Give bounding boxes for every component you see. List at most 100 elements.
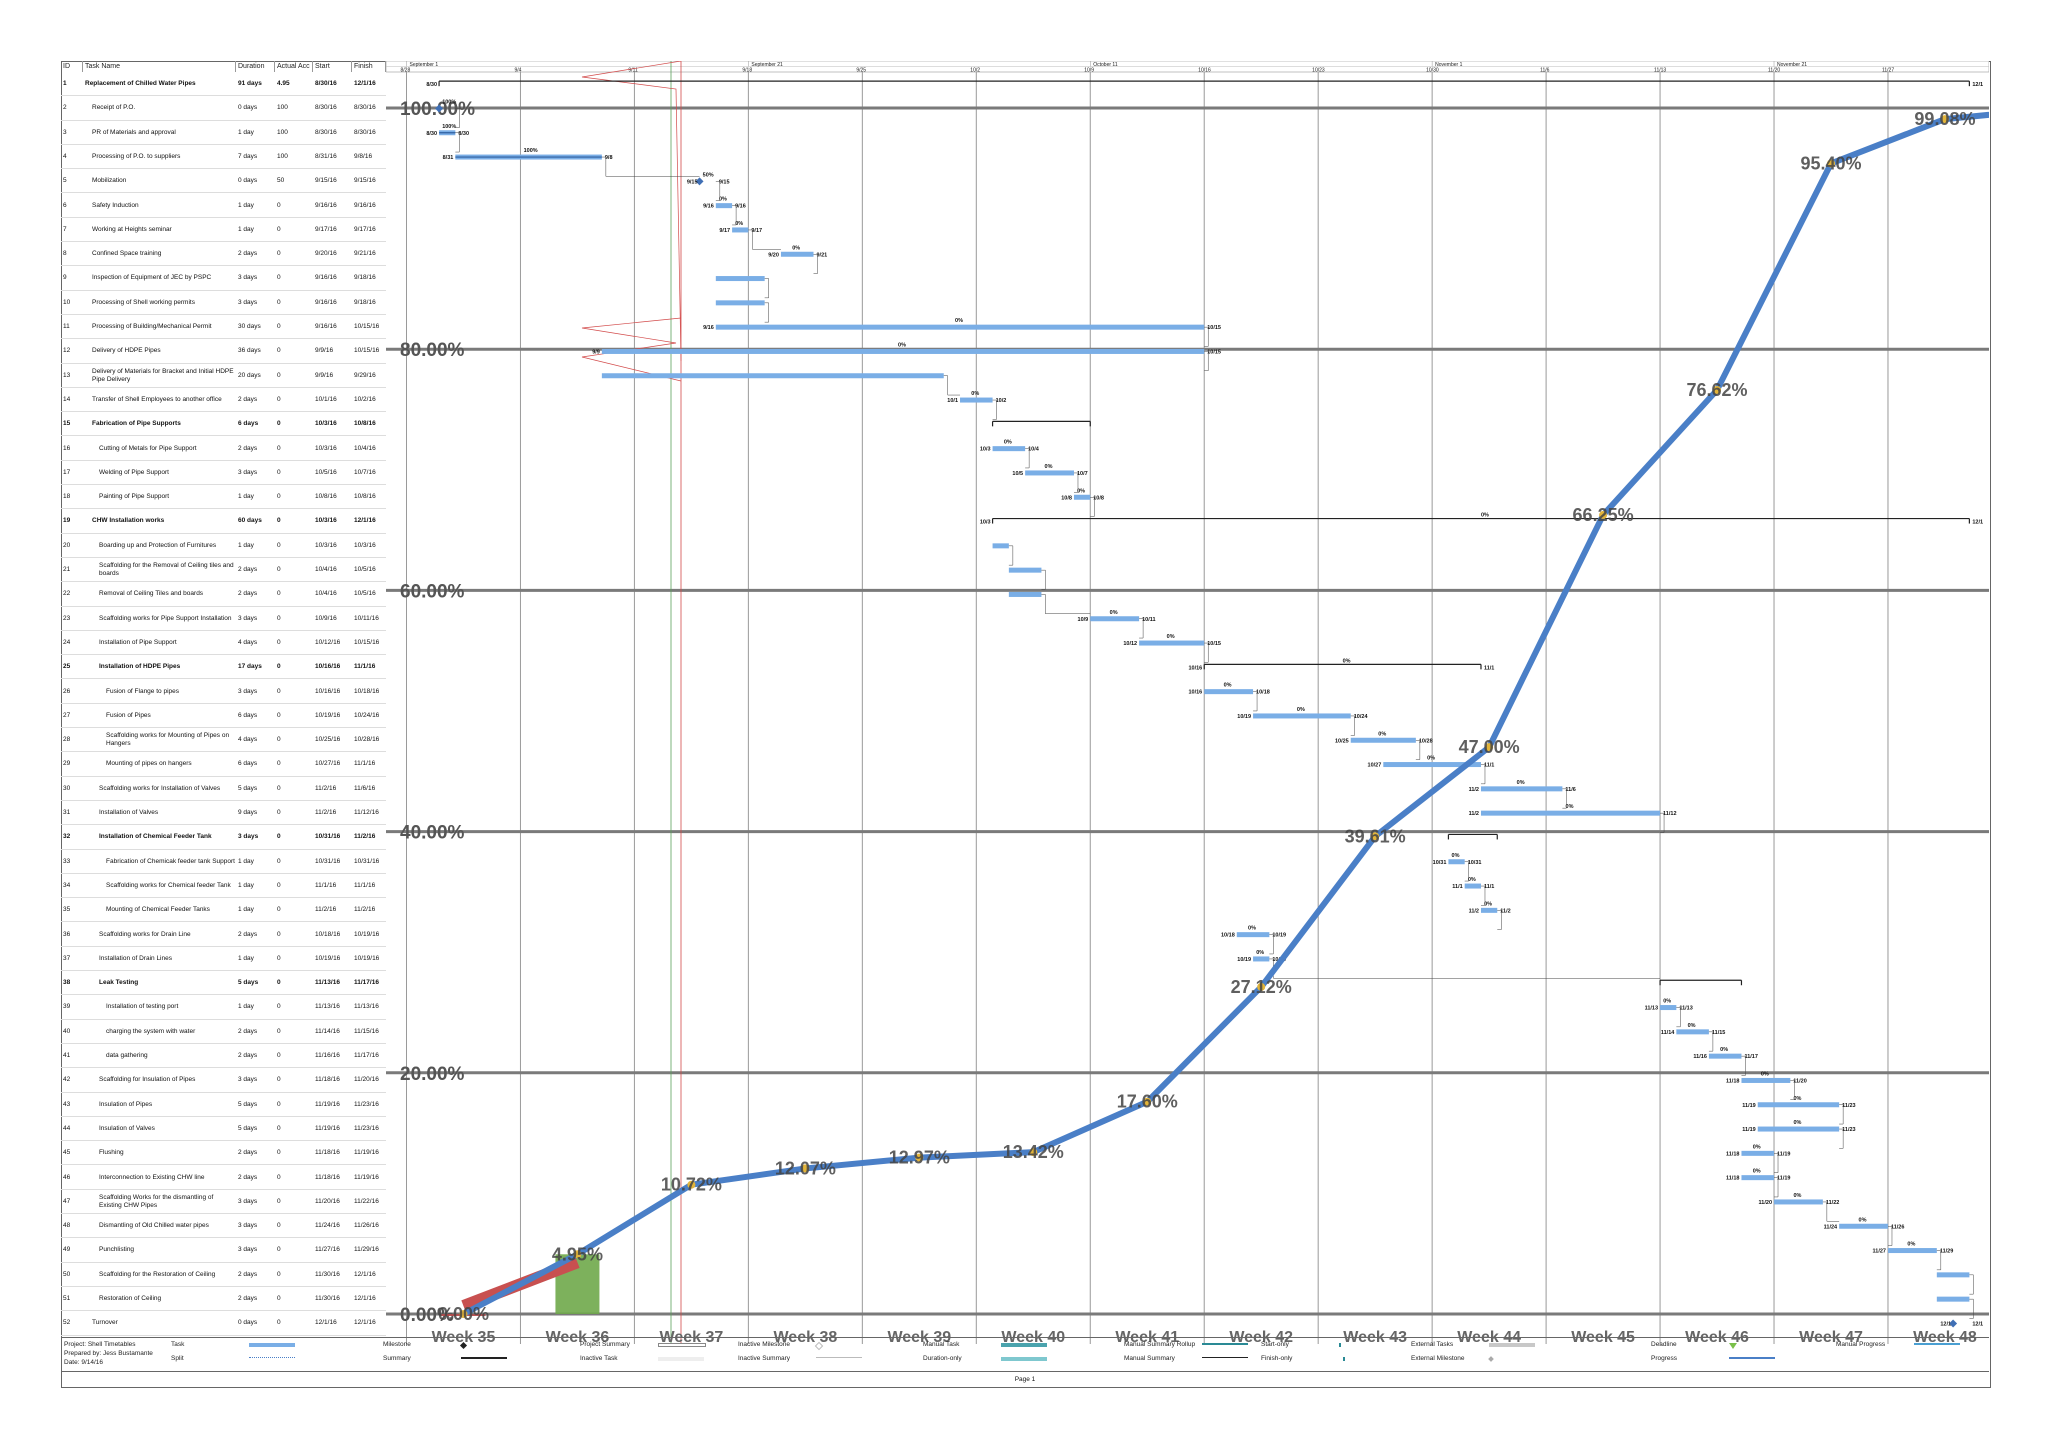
task-name: data gathering (106, 1052, 148, 1059)
table-row[interactable]: 43 Insulation of Pipes 5 days 0 11/19/16 11/2… (61, 1093, 386, 1117)
table-row[interactable]: 11 Processing of Building/Mechanical Perm… (61, 315, 386, 340)
table-row[interactable]: 9 Inspection of Equipment of JEC by PSPC 3… (61, 266, 386, 291)
x-tick-label: Week 35 (432, 1329, 496, 1344)
task-start: 11/24/16 (315, 1222, 340, 1230)
table-row[interactable]: 27 Fusion of Pipes 6 days 0 10/19/16 10/24/16 (61, 704, 386, 729)
task-finish: 11/15/16 (354, 1027, 379, 1035)
gantt-start-label: 8/30 (426, 82, 437, 88)
table-row[interactable]: 40 charging the system with water 2 days 0 1… (61, 1020, 386, 1044)
task-duration: 5 days (238, 1124, 258, 1132)
task-actual: 0 (277, 663, 281, 671)
table-row[interactable]: 1 Replacement of Chilled Water Pipes 91 da… (61, 72, 386, 97)
week-label: 9/25 (856, 67, 866, 73)
table-row[interactable]: 41 data gathering 2 days 0 11/16/16 11/17/16 (61, 1044, 386, 1069)
week-label: 10/2 (970, 67, 980, 73)
progress-point-label: 39.61% (1345, 826, 1406, 846)
table-row[interactable]: 8 Confined Space training 2 days 0 9/20/16 9/… (61, 242, 386, 267)
table-row[interactable]: 17 Welding of Pipe Support 3 days 0 10/5/16 1… (61, 461, 386, 486)
table-row[interactable]: 18 Painting of Pipe Support 1 day 0 10/8/16 1… (61, 485, 386, 510)
gantt-finish-label: 11/26 (1891, 1224, 1904, 1230)
task-actual: 0 (277, 1319, 281, 1327)
task-id: 20 (63, 541, 71, 549)
x-tick-label: Week 39 (887, 1329, 951, 1344)
table-row[interactable]: 16 Cutting of Metals for Pipe Support 2 da… (61, 437, 386, 461)
table-row[interactable]: 19 CHW Installation works 60 days 0 10/3/16 1… (61, 509, 386, 534)
task-duration: 9 days (238, 809, 258, 816)
table-row[interactable]: 14 Transfer of Shell Employees to another… (61, 388, 386, 413)
table-row[interactable]: 34 Scaffolding works for Chemical feeder … (61, 874, 386, 899)
gantt-bar (1480, 907, 1498, 913)
table-row[interactable]: 38 Leak Testing 5 days 0 11/13/16 11/17/16 (61, 971, 386, 996)
table-row[interactable]: 51 Restoration of Ceiling 2 days 0 11/30/16 1… (61, 1287, 386, 1312)
table-row[interactable]: 49 Punchlisting 3 days 0 11/27/16 11/29/16 (61, 1238, 386, 1263)
progress-point (1713, 385, 1722, 394)
gantt-start-label: 8/30 (426, 131, 437, 137)
table-row[interactable]: 30 Scaffolding works for Installation of … (61, 777, 386, 801)
table-row[interactable]: 24 Installation of Pipe Support 4 days 0 10/… (61, 631, 386, 656)
table-row[interactable]: 37 Installation of Drain Lines 1 day 0 10/19… (61, 947, 386, 972)
table-row[interactable]: 21 Scaffolding for the Removal of Ceiling… (61, 558, 386, 583)
legend-deadline-symbol (1729, 1343, 1737, 1349)
gantt-finish-label: 9/8 (605, 155, 613, 161)
table-row[interactable]: 4 Processing of P.O. to suppliers 7 days 10… (61, 145, 386, 170)
task-id: 27 (63, 711, 71, 719)
task-name: Processing of Building/Mechanical Permit (92, 323, 212, 330)
task-id: 11 (63, 323, 70, 330)
table-row[interactable]: 48 Dismantling of Old Chilled water pipes… (61, 1214, 386, 1239)
table-row[interactable]: 29 Mounting of pipes on hangers 6 days 0 10/… (61, 752, 386, 777)
table-row[interactable]: 31 Installation of Valves 9 days 0 11/2/16 11… (61, 801, 386, 826)
table-row[interactable]: 39 Installation of testing port 1 day 0 11/1… (61, 995, 386, 1020)
task-duration: 2 days (238, 590, 258, 598)
table-row[interactable]: 2 Receipt of P.O. 0 days 100 8/30/16 8/30/16 (61, 96, 386, 121)
table-row[interactable]: 12 Delivery of HDPE Pipes 36 days 0 9/9/16 10… (61, 339, 386, 364)
table-row[interactable]: 42 Scaffolding for Insulation of Pipes 3 d… (61, 1068, 386, 1093)
task-finish: 10/19/16 (354, 954, 380, 962)
table-row[interactable]: 3 PR of Materials and approval 1 day 100 8/3… (61, 121, 386, 145)
task-duration: 1 day (238, 493, 254, 501)
table-row[interactable]: 23 Scaffolding works for Pipe Support Ins… (61, 607, 386, 631)
table-row[interactable]: 47 Scaffolding Works for the dismantling … (61, 1190, 386, 1215)
task-finish: 10/2/16 (354, 395, 376, 403)
table-row[interactable]: 22 Removal of Ceiling Tiles and boards 2 d… (61, 582, 386, 607)
table-row[interactable]: 35 Mounting of Chemical Feeder Tanks 1 day… (61, 898, 386, 923)
table-row[interactable]: 46 Interconnection to Existing CHW line 2 … (61, 1166, 386, 1190)
table-row[interactable]: 20 Boarding up and Protection of Furnitur… (61, 534, 386, 558)
task-id: 25 (63, 663, 71, 671)
task-duration: 30 days (238, 323, 261, 330)
task-name: Fusion of Flange to pipes (106, 687, 179, 695)
task-id: 8 (63, 250, 67, 258)
table-row[interactable]: 44 Insulation of Valves 5 days 0 11/19/16 11/… (61, 1117, 386, 1142)
table-row[interactable]: 6 Safety Induction 1 day 0 9/16/16 9/16/16 (61, 194, 386, 218)
table-row[interactable]: 33 Fabrication of Chemicak feeder tank Su… (61, 850, 386, 874)
table-row[interactable]: 15 Fabrication of Pipe Supports 6 days 0 10/… (61, 412, 386, 437)
gantt-start-label: 10/19 (1237, 957, 1251, 963)
table-row[interactable]: 52 Turnover 0 days 0 12/1/16 12/1/16 (61, 1311, 386, 1336)
task-actual: 0 (277, 687, 281, 695)
task-duration: 1 day (238, 906, 254, 914)
task-actual: 100 (277, 128, 288, 136)
table-row[interactable]: 45 Flushing 2 days 0 11/18/16 11/19/16 (61, 1141, 386, 1166)
task-id: 18 (63, 493, 71, 501)
table-row[interactable]: 5 Mobilization 0 days 50 9/15/16 9/15/16 (61, 169, 386, 194)
table-row[interactable]: 7 Working at Heights seminar 1 day 0 9/17/16… (61, 218, 386, 243)
gantt-link (1204, 351, 1209, 371)
table-row[interactable]: 25 Installation of HDPE Pipes 17 days 0 10/1… (61, 655, 386, 680)
task-start: 11/30/16 (315, 1270, 340, 1278)
table-row[interactable]: 28 Scaffolding works for Mounting of Pipe… (61, 728, 386, 753)
table-row[interactable]: 50 Scaffolding for the Restoration of Cei… (61, 1263, 386, 1287)
table-row[interactable]: 36 Scaffolding works for Drain Line 2 days… (61, 923, 386, 947)
table-row[interactable]: 10 Processing of Shell working permits 3 d… (61, 291, 386, 315)
table-row[interactable]: 32 Installation of Chemical Feeder Tank 3 … (61, 825, 386, 850)
gantt-milestone (1949, 1319, 1958, 1328)
table-row[interactable]: 13 Delivery of Materials for Bracket and … (61, 364, 386, 388)
task-duration: 36 days (238, 347, 261, 355)
legend-date: Date: 9/14/16 (64, 1359, 104, 1366)
gantt-pct-label: 0% (1297, 707, 1305, 713)
gantt-link (1708, 1031, 1714, 1052)
gantt-pct-label: 0% (1378, 731, 1386, 737)
task-start: 10/8/16 (315, 493, 337, 501)
month-label: September 21 (751, 62, 783, 68)
task-start: 9/16/16 (315, 298, 337, 306)
table-row[interactable]: 26 Fusion of Flange to pipes 3 days 0 10/16/… (61, 680, 386, 704)
task-finish: 12/1/16 (354, 1319, 376, 1327)
